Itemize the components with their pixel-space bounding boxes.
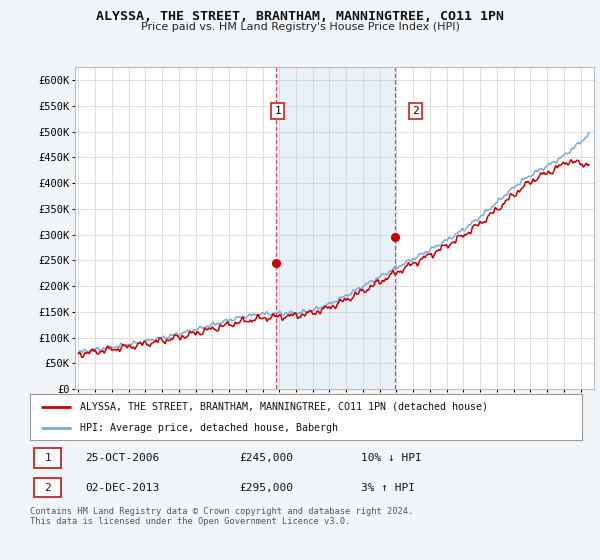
Text: Price paid vs. HM Land Registry's House Price Index (HPI): Price paid vs. HM Land Registry's House … — [140, 22, 460, 32]
Text: 2: 2 — [44, 483, 51, 493]
Text: 3% ↑ HPI: 3% ↑ HPI — [361, 483, 415, 493]
Text: 02-DEC-2013: 02-DEC-2013 — [85, 483, 160, 493]
Text: £245,000: £245,000 — [240, 453, 294, 463]
Text: £295,000: £295,000 — [240, 483, 294, 493]
Text: 1: 1 — [275, 106, 281, 116]
Text: 10% ↓ HPI: 10% ↓ HPI — [361, 453, 422, 463]
Text: Contains HM Land Registry data © Crown copyright and database right 2024.
This d: Contains HM Land Registry data © Crown c… — [30, 507, 413, 526]
FancyBboxPatch shape — [34, 478, 61, 497]
Text: ALYSSA, THE STREET, BRANTHAM, MANNINGTREE, CO11 1PN: ALYSSA, THE STREET, BRANTHAM, MANNINGTRE… — [96, 10, 504, 23]
FancyBboxPatch shape — [34, 449, 61, 468]
Text: 2: 2 — [412, 106, 419, 116]
Text: HPI: Average price, detached house, Babergh: HPI: Average price, detached house, Babe… — [80, 423, 338, 433]
Text: ALYSSA, THE STREET, BRANTHAM, MANNINGTREE, CO11 1PN (detached house): ALYSSA, THE STREET, BRANTHAM, MANNINGTRE… — [80, 402, 488, 412]
Bar — [276, 67, 395, 389]
Text: 25-OCT-2006: 25-OCT-2006 — [85, 453, 160, 463]
Text: 1: 1 — [44, 453, 51, 463]
